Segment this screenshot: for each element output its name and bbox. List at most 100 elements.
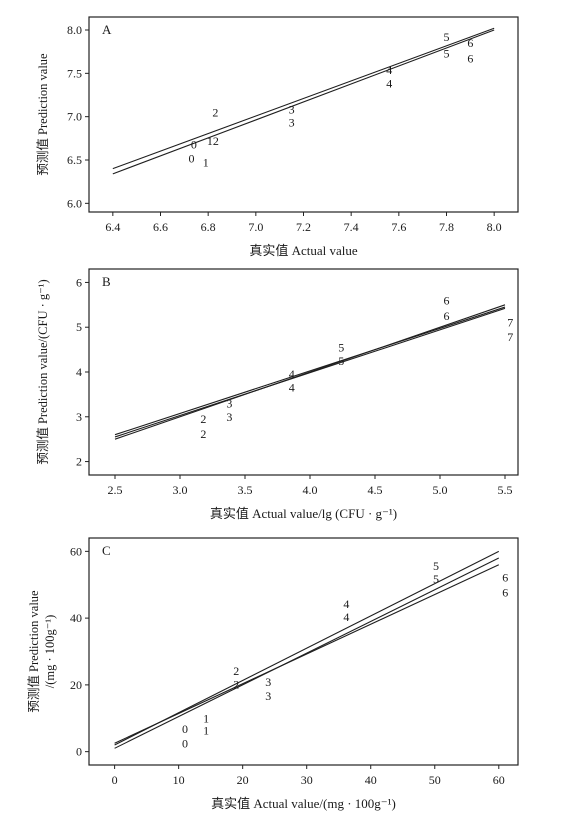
x-tick-label: 4.0 — [303, 483, 318, 497]
x-axis-label: 真实值 Actual value — [249, 243, 358, 258]
y-axis-label: 预测值 Prediction value/(CFU · g⁻¹) — [35, 279, 50, 464]
data-point: 4 — [289, 381, 295, 395]
data-point: 4 — [289, 367, 295, 381]
data-point: 5 — [433, 572, 439, 586]
x-tick-label: 40 — [365, 773, 377, 787]
regression-line — [114, 307, 506, 438]
data-point: 0 — [191, 137, 197, 151]
x-tick-label: 60 — [493, 773, 505, 787]
y-tick-label: 7.0 — [67, 110, 82, 124]
plot-frame — [88, 16, 519, 213]
x-tick-label: 0 — [112, 773, 118, 787]
data-point: 5 — [444, 30, 450, 44]
y-tick-label: 60 — [70, 544, 82, 558]
data-point: 2 — [212, 105, 218, 119]
x-tick-label: 5.0 — [433, 483, 448, 497]
data-point: 7 — [507, 316, 513, 330]
data-point: 4 — [386, 77, 392, 91]
x-tick-label: 7.6 — [391, 220, 406, 234]
x-tick-label: 50 — [429, 773, 441, 787]
panel-a: A 6.4 6.6 6.8 7.0 7.2 7.4 7.6 7.8 8.0 6.0 6.5 7.0 7.5… — [35, 16, 519, 258]
data-point: 12 — [207, 134, 219, 148]
data-point: 0 — [182, 737, 188, 751]
y-tick-label: 8.0 — [67, 23, 82, 37]
y-axis-label: /(mg · 100g⁻¹) — [43, 615, 57, 689]
x-tick-label: 20 — [237, 773, 249, 787]
x-tick-label: 7.8 — [439, 220, 454, 234]
data-point: 3 — [226, 410, 232, 424]
regression-line — [114, 564, 500, 744]
data-point: 3 — [289, 103, 295, 117]
x-tick-label: 6.6 — [153, 220, 168, 234]
x-tick-label: 2.5 — [108, 483, 123, 497]
plot-frame — [88, 268, 519, 476]
panel-label: A — [102, 22, 112, 37]
data-point: 3 — [289, 116, 295, 130]
data-point: 3 — [226, 396, 232, 410]
x-tick-label: 6.8 — [201, 220, 216, 234]
regression-line — [114, 557, 500, 749]
data-point: 5 — [338, 340, 344, 354]
data-point: 5 — [338, 354, 344, 368]
y-tick-label: 0 — [76, 745, 82, 759]
x-tick-label: 7.2 — [296, 220, 311, 234]
y-tick-label: 3 — [76, 410, 82, 424]
data-point: 2 — [233, 678, 239, 692]
x-tick-label: 8.0 — [487, 220, 502, 234]
regression-line — [114, 306, 506, 436]
x-tick-label: 3.0 — [173, 483, 188, 497]
data-point: 4 — [343, 610, 349, 624]
data-point: 7 — [507, 330, 513, 344]
y-tick-label: 2 — [76, 455, 82, 469]
data-point: 0 — [182, 722, 188, 736]
y-tick-label: 5 — [76, 320, 82, 334]
data-point: 6 — [444, 309, 450, 323]
data-point: 2 — [200, 412, 206, 426]
data-point: 6 — [502, 571, 508, 585]
y-tick-label: 20 — [70, 678, 82, 692]
x-tick-label: 7.0 — [248, 220, 263, 234]
x-tick-label: 3.5 — [238, 483, 253, 497]
y-axis-label: 预测值 Prediction value — [26, 590, 41, 713]
data-point: 1 — [203, 711, 209, 725]
y-tick-label: 40 — [70, 611, 82, 625]
data-point: 6 — [444, 293, 450, 307]
data-point: 2 — [233, 664, 239, 678]
regression-line — [114, 550, 500, 746]
x-tick-label: 6.4 — [105, 220, 120, 234]
x-axis-label: 真实值 Actual value/(mg · 100g⁻¹) — [211, 796, 396, 811]
data-point: 0 — [188, 151, 194, 165]
x-tick-label: 5.5 — [498, 483, 513, 497]
regression-line — [112, 27, 495, 170]
data-point: 3 — [265, 675, 271, 689]
data-point: 3 — [265, 689, 271, 703]
data-point: 1 — [203, 156, 209, 170]
x-axis-label: 真实值 Actual value/lg (CFU · g⁻¹) — [210, 506, 397, 521]
data-point: 6 — [467, 52, 473, 66]
y-tick-label: 6.0 — [67, 196, 82, 210]
regression-line — [112, 29, 495, 175]
y-tick-label: 7.5 — [67, 66, 82, 80]
plot-frame — [88, 537, 519, 766]
x-tick-label: 30 — [301, 773, 313, 787]
y-tick-label: 4 — [76, 365, 82, 379]
data-point: 2 — [200, 427, 206, 441]
data-point: 6 — [502, 585, 508, 599]
y-tick-label: 6.5 — [67, 153, 82, 167]
regression-line — [114, 304, 506, 440]
data-point: 4 — [343, 597, 349, 611]
x-tick-label: 4.5 — [368, 483, 383, 497]
y-axis-label: 预测值 Prediction value — [35, 53, 50, 176]
data-point: 5 — [444, 46, 450, 60]
data-point: 6 — [467, 36, 473, 50]
x-tick-label: 10 — [173, 773, 185, 787]
data-point: 4 — [386, 63, 392, 77]
y-tick-label: 6 — [76, 275, 82, 289]
data-point: 5 — [433, 559, 439, 573]
panel-label: C — [102, 543, 111, 558]
panel-label: B — [102, 274, 111, 289]
data-point: 1 — [203, 724, 209, 738]
